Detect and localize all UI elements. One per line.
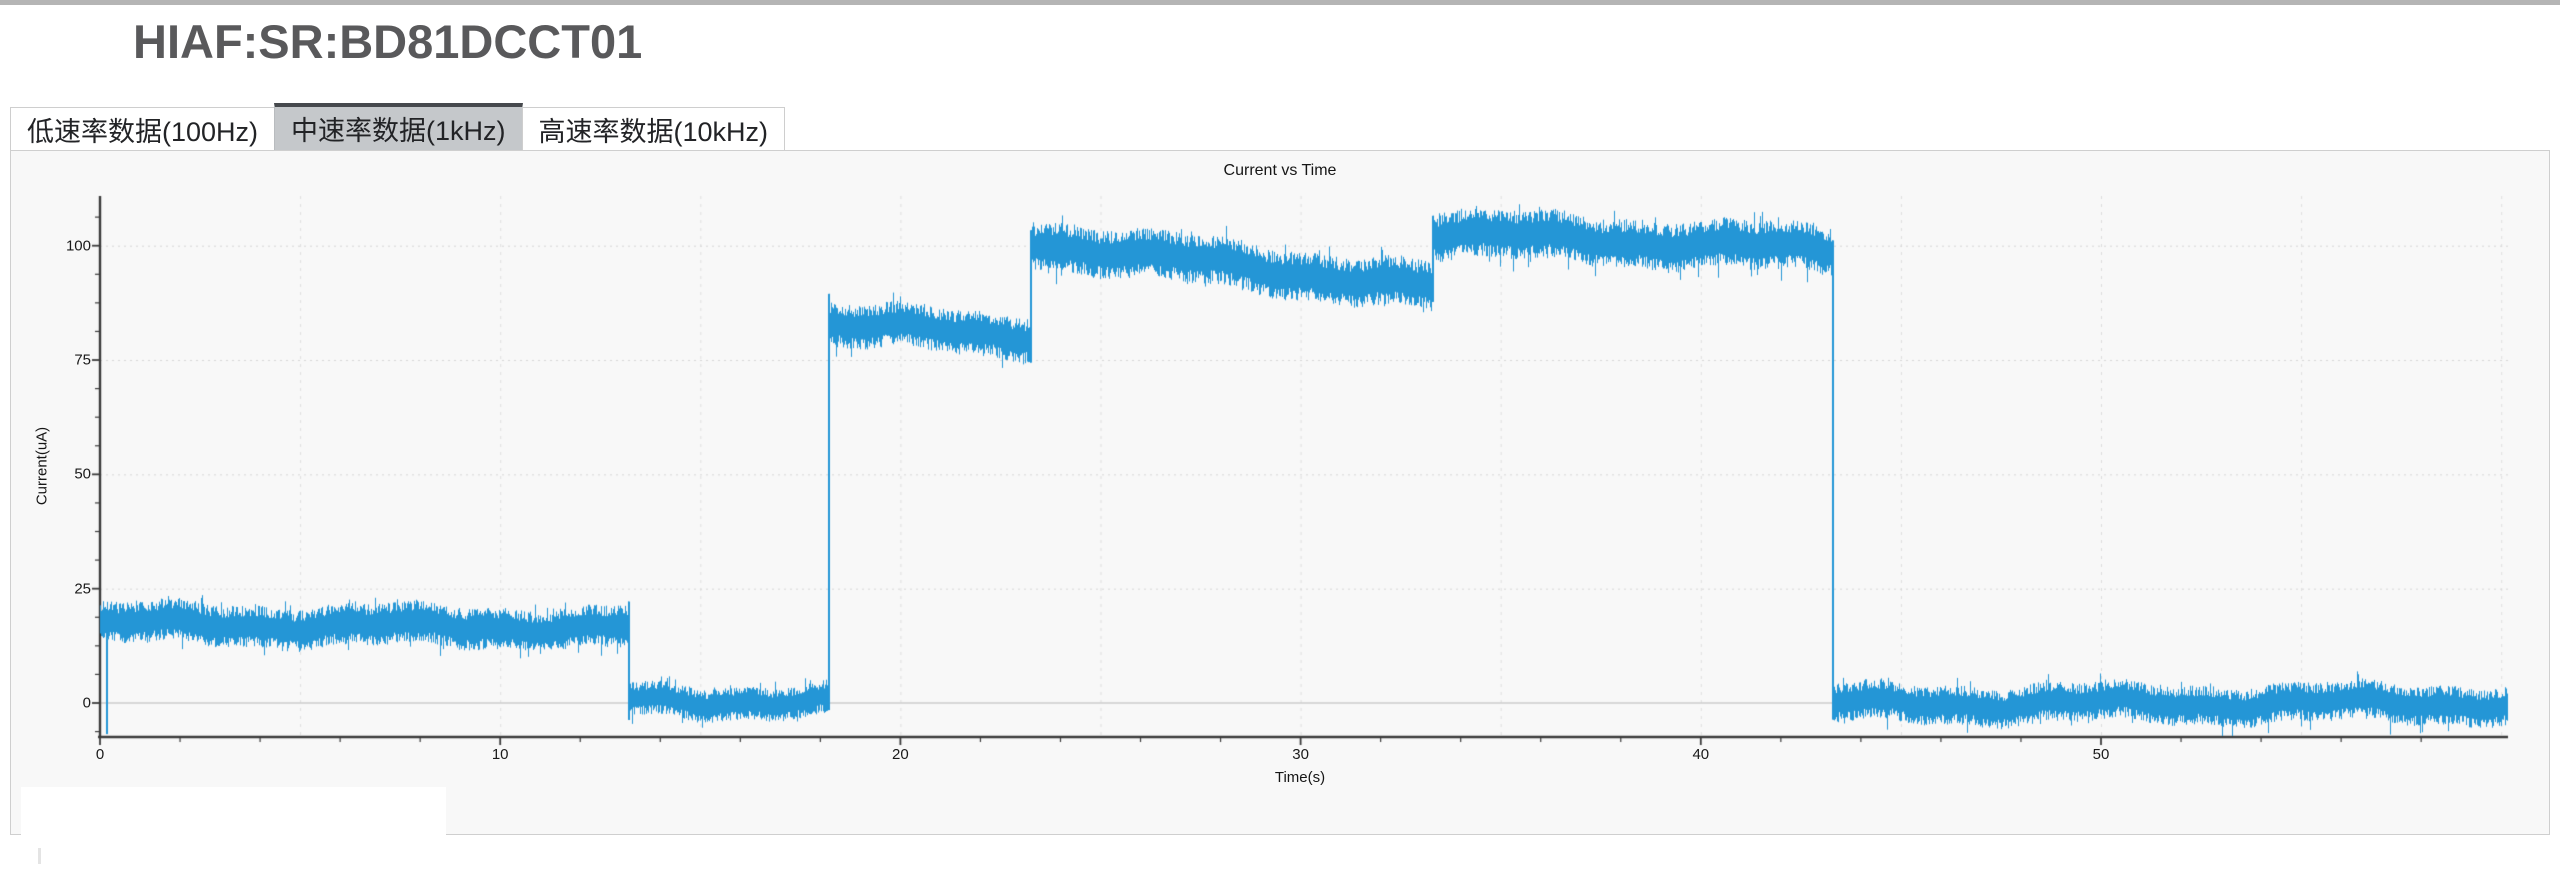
x-tick-label-0: 0 [95,746,105,763]
x-tick-label-30: 30 [1292,746,1309,763]
cursor-artifact [38,848,41,864]
y-tick-label-25: 25 [74,580,91,598]
chart-title: Current vs Time [1223,162,1337,179]
x-tick-label-20: 20 [892,746,909,763]
y-tick-label-100: 100 [65,237,91,255]
y-axis-label: Current(uA) [33,426,51,506]
y-tick-label-75: 75 [74,351,91,369]
x-axis-label: Time(s) [1274,769,1326,786]
x-tick-label-40: 40 [1692,746,1710,763]
y-tick-label-50: 50 [74,465,91,483]
x-tick-label-50: 50 [2092,746,2110,763]
x-tick-label-10: 10 [491,746,509,763]
y-tick-label-0: 0 [82,694,91,712]
